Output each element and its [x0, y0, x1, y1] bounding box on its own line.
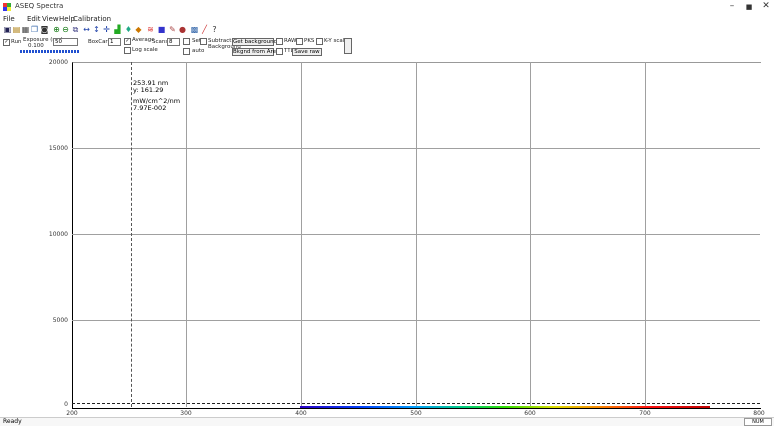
average-label: Average	[132, 37, 155, 43]
auto-label: auto	[192, 48, 205, 54]
x-tick-label: 300	[180, 410, 192, 417]
set-checkbox[interactable]	[183, 38, 190, 45]
save-icon[interactable]: ▣	[3, 25, 12, 34]
copy-icon[interactable]: ❐	[30, 25, 39, 34]
raw-label: RAW	[284, 38, 297, 44]
cursor-irradiance: 7.97E-002	[133, 104, 167, 112]
boxcar-input[interactable]: 1	[108, 38, 121, 46]
horizontal-arrows-icon[interactable]: ↔	[83, 25, 90, 34]
minimize-button[interactable]: –	[729, 1, 735, 11]
y-tick-label: 0	[64, 401, 68, 408]
background-label: Background	[208, 44, 241, 50]
log-scale-checkbox[interactable]	[124, 47, 131, 54]
y-tick-label: 5000	[52, 317, 68, 324]
help-icon[interactable]: ●	[179, 25, 186, 34]
crosshair-icon[interactable]: ✛	[103, 25, 110, 34]
cursor-unit: mW/cm^2/nm	[133, 97, 181, 105]
visible-spectrum-strip	[300, 406, 710, 408]
y-tick-label: 20000	[48, 59, 68, 66]
cursor-y-value: y: 161.29	[133, 86, 164, 94]
question-icon[interactable]: ?	[212, 25, 217, 34]
status-text: Ready	[3, 418, 22, 425]
zoom-window-icon[interactable]: ⧉	[72, 25, 79, 34]
x-tick-label: 600	[524, 410, 536, 417]
x-tick-label: 400	[295, 410, 307, 417]
grid-line-5000	[72, 320, 760, 321]
subtract-checkbox[interactable]	[200, 38, 207, 45]
save-raw-button[interactable]: Save raw	[292, 48, 322, 56]
menu-view[interactable]: View	[42, 15, 59, 23]
toolbar: ▣ ▤ ▦ ❐ ◙ ⊕ ⊖ ⧉ ↔ ↕ ✛ ▟ ♦ ◆ ≋ ■ ✎ ● ▩ ╱ …	[0, 25, 400, 37]
title-bar	[0, 0, 774, 15]
ttl-label: TTL	[284, 48, 294, 54]
cursor-wavelength: 253.91 nm	[133, 79, 169, 87]
x-tick-label: 500	[410, 410, 422, 417]
menu-file[interactable]: File	[3, 15, 15, 23]
raw-checkbox[interactable]	[276, 38, 283, 45]
run-label: Run	[11, 39, 22, 45]
settings-icon[interactable]: ✎	[169, 25, 176, 34]
run-checkbox[interactable]: ✓	[3, 39, 10, 46]
print-icon[interactable]: ▦	[21, 25, 30, 34]
graph-icon[interactable]: ▩	[190, 25, 199, 34]
scans-label: Scans	[152, 39, 169, 45]
y-tick-label: 10000	[48, 231, 68, 238]
get-background-button[interactable]: Get background	[232, 38, 278, 46]
x-tick-label: 800	[753, 410, 765, 417]
grid-line-15000	[72, 148, 760, 149]
x-tick-label: 700	[639, 410, 651, 417]
chart-icon[interactable]: ▟	[114, 25, 121, 34]
ky-scale-checkbox[interactable]	[316, 38, 323, 45]
ky-scale-label: K-Y scale	[324, 38, 348, 44]
menu-calibration[interactable]: Calibration	[73, 15, 112, 23]
peaks-checkbox[interactable]	[296, 38, 303, 45]
scans-input[interactable]: 8	[167, 38, 180, 46]
open-icon[interactable]: ▤	[12, 25, 21, 34]
log-scale-label: Log scale	[132, 47, 158, 53]
subtract-label: Subtract	[208, 38, 232, 44]
pen-icon[interactable]: ╱	[202, 25, 207, 34]
close-button[interactable]: ✕	[762, 1, 770, 11]
vertical-arrows-icon[interactable]: ↕	[93, 25, 100, 34]
background-from-area-button[interactable]: Bkgnd from Area	[232, 48, 280, 56]
zoom-in-icon[interactable]: ⊕	[53, 25, 60, 34]
cursor-readout: 253.91 nm y: 161.29 mW/cm^2/nm 7.97E-002	[133, 80, 180, 112]
app-logo-icon	[3, 3, 12, 12]
progress-bar	[20, 50, 80, 53]
maximize-button[interactable]: ■	[745, 3, 753, 11]
y-tick-label: 15000	[48, 145, 68, 152]
cursor-line[interactable]	[131, 62, 132, 407]
exposure-value: 0.100	[28, 43, 44, 49]
palette-icon[interactable]: ■	[157, 25, 166, 34]
window-title: ASEQ Spectra	[15, 2, 64, 10]
zoom-out-icon[interactable]: ⊖	[62, 25, 69, 34]
menu-bar	[0, 15, 774, 24]
exposure-label: Exposure (ms)	[23, 37, 63, 43]
peaks-label: PKS	[304, 38, 315, 44]
ky-scale-spinner[interactable]	[344, 38, 352, 54]
grid-line-10000	[72, 234, 760, 235]
camera-icon[interactable]: ◙	[40, 25, 49, 34]
auto-checkbox[interactable]	[183, 48, 190, 55]
menu-edit[interactable]: Edit	[27, 15, 41, 23]
spectrum-trace	[72, 403, 760, 404]
filter-icon[interactable]: ≋	[147, 25, 154, 34]
status-bar	[0, 417, 774, 426]
exposure-input[interactable]: 50	[53, 38, 78, 46]
ttl-checkbox[interactable]	[276, 48, 283, 55]
average-checkbox[interactable]: ✓	[124, 38, 131, 45]
tools-icon[interactable]: ♦	[124, 25, 133, 34]
set-label: Set	[192, 38, 202, 44]
x-tick-label: 200	[66, 410, 78, 417]
boxcar-label: BoxCar	[88, 39, 108, 45]
controls-panel: ✓ Run Exposure (ms) 0.100 50 BoxCar 1 ✓ …	[0, 37, 774, 59]
menu-help[interactable]: Help	[59, 15, 75, 23]
fit-icon[interactable]: ◆	[135, 25, 142, 34]
